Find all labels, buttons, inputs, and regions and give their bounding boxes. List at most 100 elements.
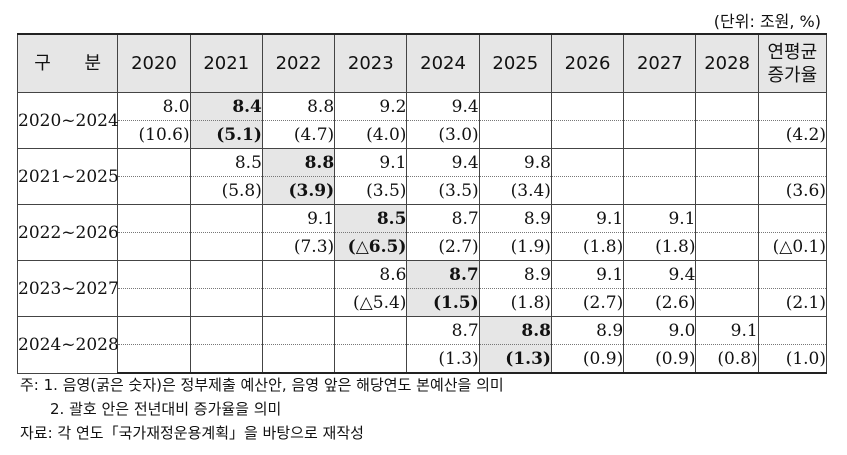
budget-value-cell: 9.4 bbox=[623, 260, 697, 289]
empty-cell bbox=[757, 260, 828, 289]
growth-rate-cell: (4.0) bbox=[334, 120, 408, 149]
growth-rate-cell: (1.8) bbox=[623, 232, 697, 261]
budget-value-cell: 9.1 bbox=[550, 204, 625, 233]
growth-rate-cell: (2.6) bbox=[623, 288, 697, 317]
budget-value-cell: 9.8 bbox=[478, 148, 552, 177]
empty-cell bbox=[189, 316, 263, 345]
growth-rate-cell: (3.0) bbox=[406, 120, 480, 149]
empty-cell bbox=[623, 120, 697, 149]
empty-cell bbox=[261, 260, 336, 289]
footnotes: 주: 1. 음영(굵은 숫자)은 정부제출 예산안, 음영 앞은 해당연도 본예… bbox=[20, 373, 504, 445]
note-2: 2. 괄호 안은 전년대비 증가율을 의미 bbox=[50, 400, 282, 418]
header-cagr: 연평균 증가율 bbox=[757, 33, 828, 93]
plan-period-label: 2022~2026 bbox=[16, 204, 119, 261]
empty-cell bbox=[695, 288, 759, 317]
plan-value-row: 2024~2028 8.7 8.8 8.9 9.0 9.1 bbox=[16, 316, 828, 374]
plan-period-label: 2023~2027 bbox=[16, 260, 119, 317]
header-year: 2025 bbox=[478, 33, 552, 93]
source-note: 자료: 각 연도「국가재정운용계획」을 바탕으로 재작성 bbox=[20, 424, 364, 442]
growth-rate-cell: (2.7) bbox=[406, 232, 480, 261]
budget-value-cell: 9.1 bbox=[695, 316, 759, 345]
budget-value-cell: 8.7 bbox=[406, 260, 480, 289]
budget-value-cell: 9.4 bbox=[406, 148, 480, 177]
plan-value-row: 2020~2024 8.0 8.4 8.8 9.2 9.4 bbox=[16, 92, 828, 149]
empty-cell bbox=[695, 92, 759, 121]
empty-cell bbox=[189, 204, 263, 233]
plan-rate-row: (5.8) (3.9) (3.5) (3.5) (3.4) (3.6) bbox=[18, 176, 828, 205]
header-year: 2028 bbox=[695, 33, 759, 93]
growth-rate-cell: (3.5) bbox=[334, 176, 408, 205]
budget-value-cell: 8.8 bbox=[478, 316, 552, 345]
budget-value-cell: 8.4 bbox=[189, 92, 263, 121]
growth-rate-cell: (5.8) bbox=[189, 176, 263, 205]
unit-label: (단위: 조원, %) bbox=[713, 12, 821, 31]
empty-cell bbox=[334, 316, 408, 345]
growth-rate-cell: (△6.5) bbox=[334, 232, 408, 261]
budget-value-cell: 8.7 bbox=[406, 204, 480, 233]
empty-cell bbox=[261, 344, 336, 374]
growth-rate-cell: (1.3) bbox=[478, 344, 552, 374]
growth-rate-cell: (3.9) bbox=[261, 176, 336, 205]
budget-value-cell: 8.5 bbox=[189, 148, 263, 177]
budget-value-cell: 9.4 bbox=[406, 92, 480, 121]
empty-cell bbox=[117, 204, 191, 233]
plan-period-label: 2020~2024 bbox=[16, 92, 119, 149]
budget-value-cell: 8.8 bbox=[261, 148, 336, 177]
growth-rate-cell: (1.8) bbox=[478, 288, 552, 317]
empty-cell bbox=[261, 288, 336, 317]
growth-rate-cell: (△5.4) bbox=[334, 288, 408, 317]
empty-cell bbox=[695, 204, 759, 233]
plan-value-row: 2022~2026 9.1 8.5 8.7 8.9 9.1 9.1 bbox=[16, 204, 828, 261]
growth-rate-cell: (3.4) bbox=[478, 176, 552, 205]
empty-cell bbox=[695, 120, 759, 149]
header-label: 구 분 bbox=[16, 33, 119, 93]
budget-value-cell: 9.1 bbox=[261, 204, 336, 233]
empty-cell bbox=[695, 176, 759, 205]
growth-rate-cell: (1.9) bbox=[478, 232, 552, 261]
empty-cell bbox=[695, 232, 759, 261]
empty-cell bbox=[695, 260, 759, 289]
fiscal-plan-table: 구 분 2020 2021 2022 2023 2024 2025 2026 2… bbox=[16, 33, 828, 374]
growth-rate-cell: (7.3) bbox=[261, 232, 336, 261]
growth-rate-cell: (0.9) bbox=[550, 344, 625, 374]
empty-cell bbox=[117, 344, 191, 374]
plan-rate-row: (10.6) (5.1) (4.7) (4.0) (3.0) (4.2) bbox=[18, 120, 828, 149]
budget-value-cell: 8.6 bbox=[334, 260, 408, 289]
header-cagr-line1: 연평균 bbox=[767, 41, 818, 63]
empty-cell bbox=[478, 92, 552, 121]
empty-cell bbox=[695, 148, 759, 177]
header-year: 2022 bbox=[261, 33, 336, 93]
table-body: 2020~2024 8.0 8.4 8.8 9.2 9.4 (10.6) (5.1) (4.7)… bbox=[16, 92, 828, 374]
budget-value-cell: 8.0 bbox=[117, 92, 191, 121]
empty-cell bbox=[189, 288, 263, 317]
budget-value-cell: 9.0 bbox=[623, 316, 697, 345]
empty-cell bbox=[189, 260, 263, 289]
budget-value-cell: 9.1 bbox=[334, 148, 408, 177]
empty-cell bbox=[757, 92, 828, 121]
growth-rate-cell: (1.3) bbox=[406, 344, 480, 374]
note-1: 주: 1. 음영(굵은 숫자)은 정부제출 예산안, 음영 앞은 해당연도 본예… bbox=[20, 376, 504, 394]
header-row: 구 분 2020 2021 2022 2023 2024 2025 2026 2… bbox=[16, 33, 828, 93]
growth-rate-cell: (4.7) bbox=[261, 120, 336, 149]
header-year: 2023 bbox=[334, 33, 408, 93]
cagr-cell: (△0.1) bbox=[757, 232, 828, 261]
cagr-cell: (1.0) bbox=[757, 344, 828, 374]
plan-value-row: 2021~2025 8.5 8.8 9.1 9.4 9.8 bbox=[16, 148, 828, 205]
budget-value-cell: 8.7 bbox=[406, 316, 480, 345]
growth-rate-cell: (0.9) bbox=[623, 344, 697, 374]
growth-rate-cell: (3.5) bbox=[406, 176, 480, 205]
plan-period-label: 2024~2028 bbox=[16, 316, 119, 374]
growth-rate-cell: (1.5) bbox=[406, 288, 480, 317]
empty-cell bbox=[478, 120, 552, 149]
growth-rate-cell: (1.8) bbox=[550, 232, 625, 261]
empty-cell bbox=[117, 260, 191, 289]
header-cagr-line2: 증가율 bbox=[767, 64, 818, 86]
header-year: 2020 bbox=[117, 33, 191, 93]
plan-rate-row: (1.3) (1.3) (0.9) (0.9) (0.8) (1.0) bbox=[18, 344, 828, 374]
budget-value-cell: 9.1 bbox=[623, 204, 697, 233]
header-year: 2024 bbox=[406, 33, 480, 93]
header-year: 2027 bbox=[623, 33, 697, 93]
empty-cell bbox=[757, 148, 828, 177]
empty-cell bbox=[117, 148, 191, 177]
budget-value-cell: 8.9 bbox=[478, 204, 552, 233]
